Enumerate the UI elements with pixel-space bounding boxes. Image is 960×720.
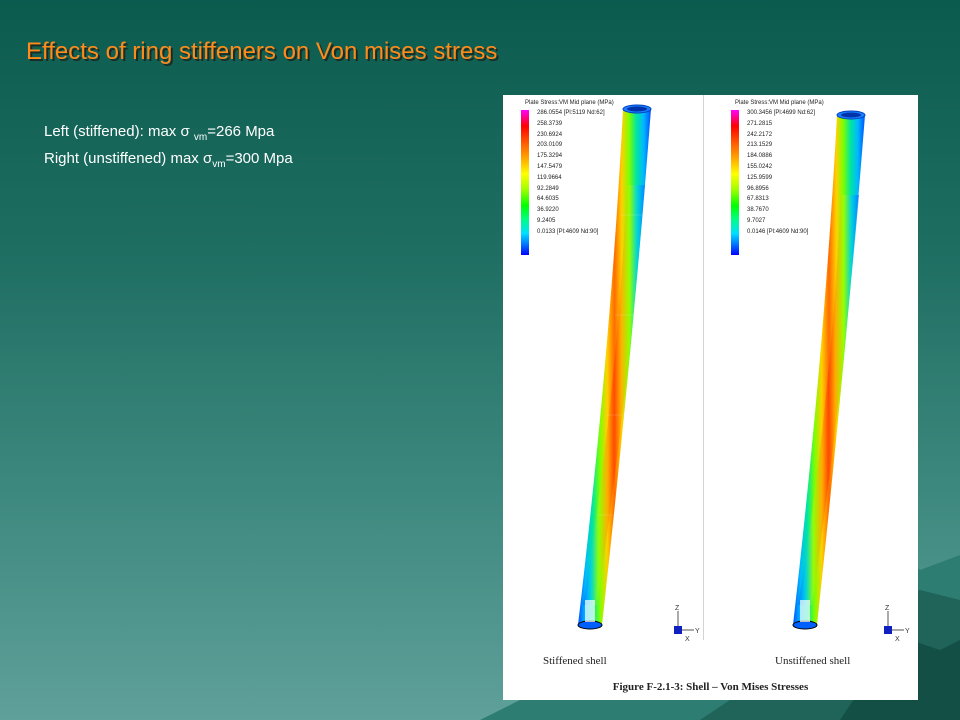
bullet-stiffened: Left (stiffened): max σ vm=266 Mpa [44,122,293,149]
legend-value: 67.8313 [747,196,769,203]
axis-z-label: Z [675,605,680,612]
bullet-unstiffened-sub: vm [212,159,226,170]
legend-value: 38.7670 [747,207,769,214]
legend-value: 147.5479 [537,163,563,170]
bullet-stiffened-text: Left (stiffened): max σ [44,123,194,140]
legend-value: 9.2405 [537,217,556,224]
unstiffened-shell-plot [792,110,866,630]
fea-figure: Plate Stress:VM Mid plane (MPa) 286.0554… [503,95,918,700]
unstiffened-legend-values: 300.3456 [Pl:4699 Nd:62] 271.2815 242.21… [747,108,815,238]
bullet-unstiffened-text: Right (unstiffened) max σ [44,150,213,167]
legend-value: 64.6035 [537,196,559,203]
bullet-unstiffened: Right (unstiffened) max σvm=300 Mpa [44,149,293,176]
legend-value: 119.9664 [537,174,562,181]
legend-value: 96.8956 [747,185,769,192]
legend-value: 0.0133 [Pl:4609 Nd:90] [537,228,599,235]
legend-value: 258.3739 [537,120,563,127]
axis-x-label: X [895,636,900,643]
slide-title: Effects of ring stiffeners on Von mises … [26,38,498,65]
stiffened-colorbar [521,110,529,255]
legend-value: 9.7027 [747,217,766,224]
axis-triad-icon: Z Y X [884,605,910,643]
bullet-unstiffened-value: =300 Mpa [225,150,293,167]
stiffened-caption: Stiffened shell [543,655,607,667]
axis-z-label: Z [885,605,890,612]
legend-value: 175.3294 [537,153,563,160]
unstiffened-legend-title: Plate Stress:VM Mid plane (MPa) [735,100,824,106]
unstiffened-caption: Unstiffened shell [775,655,851,667]
axis-triad-icon: Z Y X [674,605,700,643]
legend-value: 271.2815 [747,120,773,127]
legend-value: 203.0109 [537,142,563,149]
figure-caption: Figure F-2.1-3: Shell – Von Mises Stress… [612,681,809,693]
legend-value: 92.2849 [537,185,559,192]
bullet-list: Left (stiffened): max σ vm=266 Mpa Right… [44,122,293,176]
legend-value: 230.6924 [537,131,563,138]
legend-value: 125.9599 [747,174,773,181]
legend-value: 0.0146 [Pl:4609 Nd:90] [747,228,809,235]
panel-divider [703,95,704,640]
bullet-stiffened-sub: vm [193,132,208,143]
unstiffened-colorbar [731,110,739,255]
legend-value: 242.2172 [747,131,773,138]
legend-value: 184.0886 [747,153,773,160]
stiffened-legend-values: 286.0554 [Pl:5119 Nd:62] 258.3739 230.69… [537,108,605,238]
unstiffened-panel: Plate Stress:VM Mid plane (MPa) 300.3456… [713,95,918,655]
axis-y-label: Y [695,628,700,635]
stiffened-panel: Plate Stress:VM Mid plane (MPa) 286.0554… [503,95,708,655]
legend-value: 300.3456 [Pl:4699 Nd:62] [747,110,816,116]
legend-value: 213.1529 [747,142,773,149]
legend-value: 36.9220 [537,207,559,214]
stiffened-legend-title: Plate Stress:VM Mid plane (MPa) [525,100,614,106]
axis-x-label: X [685,636,690,643]
legend-value: 155.0242 [747,163,773,170]
legend-value: 286.0554 [Pl:5119 Nd:62] [537,110,605,116]
axis-y-label: Y [905,628,910,635]
bullet-stiffened-value: =266 Mpa [207,123,275,140]
stiffened-shell-plot [577,104,652,630]
